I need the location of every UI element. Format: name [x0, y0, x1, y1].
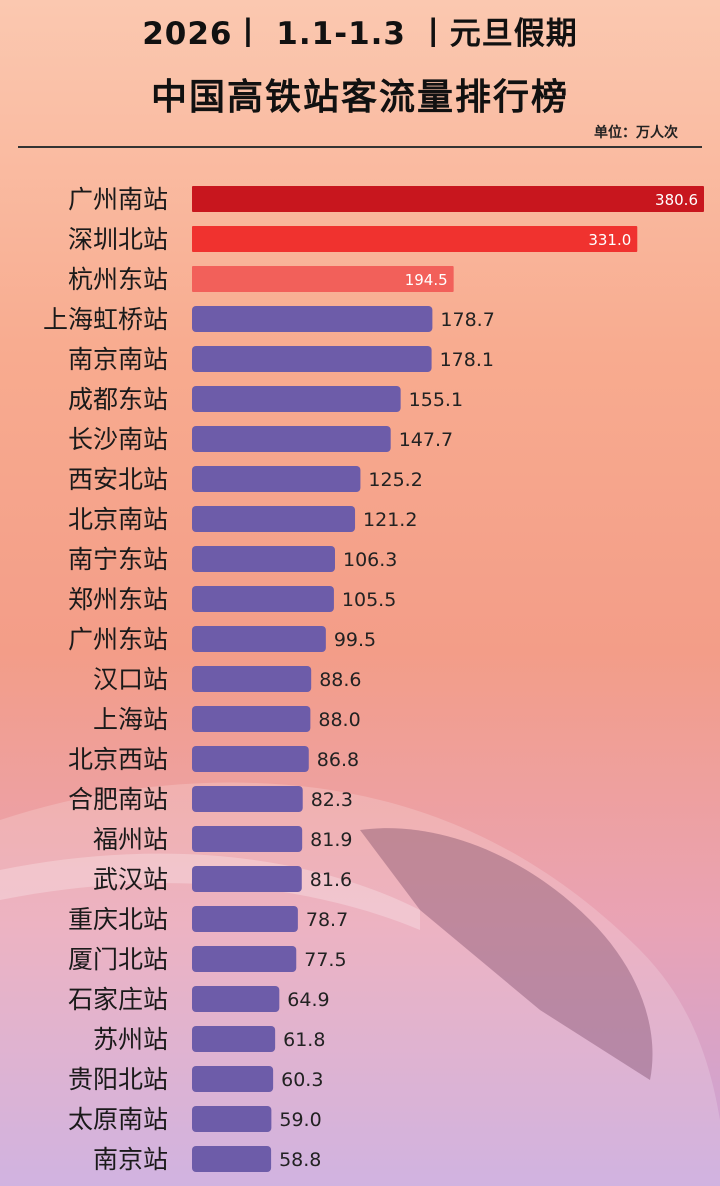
- value-label: 81.6: [310, 869, 352, 891]
- category-label: 武汉站: [93, 865, 168, 894]
- bar: [192, 626, 326, 652]
- category-label: 成都东站: [68, 385, 168, 414]
- category-label: 重庆北站: [68, 905, 168, 934]
- bar: [192, 906, 298, 932]
- category-label: 深圳北站: [68, 225, 168, 254]
- bar: [192, 946, 297, 972]
- category-label: 北京西站: [68, 745, 168, 774]
- value-label: 155.1: [409, 389, 463, 411]
- value-label: 61.8: [283, 1029, 325, 1051]
- bar: [192, 786, 303, 812]
- value-label: 105.5: [342, 589, 396, 611]
- value-label: 125.2: [368, 469, 422, 491]
- category-label: 上海站: [93, 705, 168, 734]
- bar: [192, 346, 432, 372]
- category-label: 南京南站: [68, 345, 168, 374]
- category-label: 厦门北站: [68, 945, 168, 974]
- value-label: 121.2: [363, 509, 417, 531]
- bar: [192, 226, 638, 252]
- category-label: 汉口站: [93, 665, 168, 694]
- category-label: 苏州站: [93, 1025, 168, 1054]
- value-label: 78.7: [306, 909, 348, 931]
- bar: [192, 386, 401, 412]
- title-date-range: 2026丨 1.1-1.3 丨元旦假期: [142, 16, 578, 52]
- category-label: 北京南站: [68, 505, 168, 534]
- category-label: 长沙南站: [68, 425, 168, 454]
- value-label: 81.9: [310, 829, 352, 851]
- bar: [192, 586, 334, 612]
- value-label: 58.8: [279, 1149, 321, 1171]
- category-label: 杭州东站: [68, 265, 168, 294]
- value-label: 88.6: [319, 669, 361, 691]
- bar: [192, 1026, 276, 1052]
- category-label: 南宁东站: [68, 545, 168, 574]
- category-label: 南京站: [93, 1145, 168, 1174]
- bar: [192, 986, 280, 1012]
- value-label: 331.0: [588, 231, 631, 249]
- value-label: 380.6: [655, 191, 698, 209]
- bar: [192, 306, 433, 332]
- bar: [192, 266, 454, 292]
- bar: [192, 1106, 272, 1132]
- value-label: 59.0: [279, 1109, 321, 1131]
- category-label: 贵阳北站: [68, 1065, 168, 1094]
- bar: [192, 1146, 272, 1172]
- category-label: 太原南站: [68, 1105, 168, 1134]
- value-label: 178.7: [440, 309, 494, 331]
- category-label: 广州东站: [68, 625, 168, 654]
- bar: [192, 426, 391, 452]
- title-divider: [18, 146, 702, 148]
- value-label: 99.5: [334, 629, 376, 651]
- value-label: 194.5: [405, 271, 448, 289]
- bar: [192, 186, 704, 212]
- category-label: 广州南站: [68, 185, 168, 214]
- value-label: 178.1: [440, 349, 494, 371]
- value-label: 147.7: [399, 429, 453, 451]
- bar: [192, 866, 302, 892]
- bar: [192, 746, 309, 772]
- bar: [192, 1066, 274, 1092]
- value-label: 86.8: [317, 749, 359, 771]
- value-label: 77.5: [304, 949, 346, 971]
- category-label: 福州站: [93, 825, 168, 854]
- value-label: 60.3: [281, 1069, 323, 1091]
- category-label: 石家庄站: [68, 985, 168, 1014]
- category-label: 上海虹桥站: [43, 305, 168, 334]
- bar: [192, 466, 361, 492]
- unit-label: 单位：万人次: [594, 125, 678, 141]
- bar: [192, 706, 311, 732]
- value-label: 64.9: [287, 989, 329, 1011]
- value-label: 106.3: [343, 549, 397, 571]
- bar: [192, 826, 303, 852]
- bar: [192, 546, 335, 572]
- value-label: 82.3: [311, 789, 353, 811]
- bar: [192, 506, 356, 532]
- category-label: 西安北站: [68, 465, 168, 494]
- bar: [192, 666, 312, 692]
- value-label: 88.0: [318, 709, 360, 731]
- category-label: 合肥南站: [68, 785, 168, 814]
- page-title: 中国高铁站客流量排行榜: [150, 77, 569, 118]
- category-label: 郑州东站: [68, 585, 168, 614]
